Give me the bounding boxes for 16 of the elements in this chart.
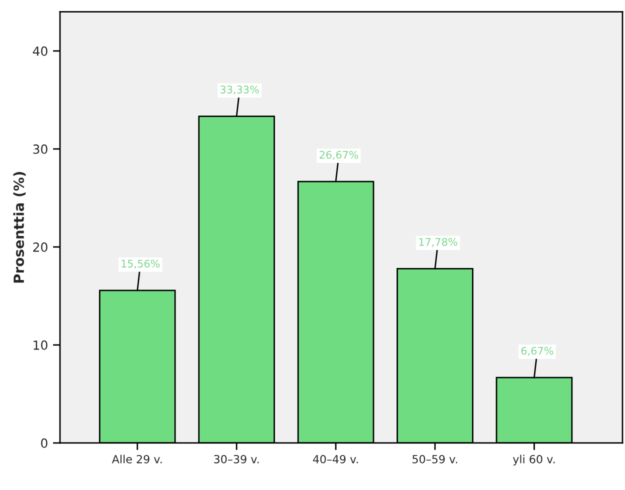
y-tick-label: 40 <box>32 46 48 56</box>
x-tick-label: Alle 29 v. <box>112 454 162 464</box>
data-label: 15,56% <box>122 260 160 269</box>
data-label: 33,33% <box>220 86 259 95</box>
data-label: 17,78% <box>419 238 458 247</box>
x-tick-label: yli 60 v. <box>512 454 555 466</box>
y-tick-label: 0 <box>41 438 48 448</box>
x-tick-label: 30–39 v. <box>214 454 259 464</box>
x-tick-label: 50–59 v. <box>412 454 458 464</box>
y-tick-label: 10 <box>34 340 48 350</box>
y-axis-title: Prosenttia (%) <box>13 172 26 283</box>
data-label: 26,67% <box>320 150 358 160</box>
y-tick-label: 30 <box>33 144 48 154</box>
data-label: 6,67% <box>521 346 554 356</box>
y-tick-label: 20 <box>33 242 48 252</box>
x-tick-label: 40–49 v. <box>313 454 358 464</box>
